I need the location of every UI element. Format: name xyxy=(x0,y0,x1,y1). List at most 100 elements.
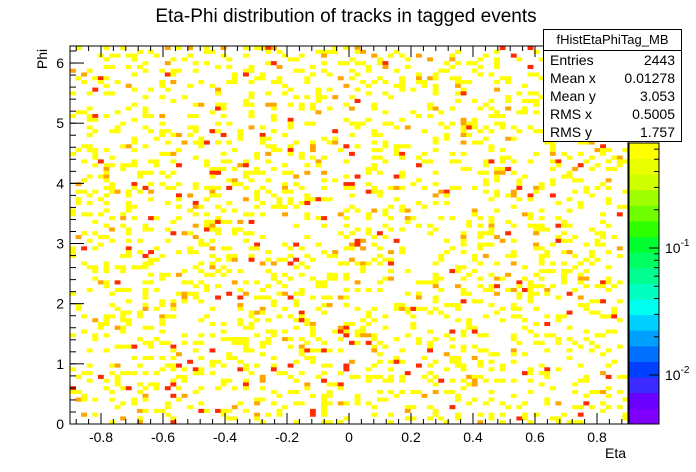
heatmap-cell xyxy=(600,148,606,153)
palette-band xyxy=(629,189,659,206)
heatmap-cell xyxy=(259,72,266,77)
heatmap-cell xyxy=(499,76,506,81)
heatmap-cell xyxy=(427,378,433,383)
heatmap-cell xyxy=(349,340,355,345)
heatmap-cell xyxy=(142,68,149,73)
heatmap-cell xyxy=(209,83,216,88)
heatmap-cell xyxy=(371,208,378,213)
heatmap-cell xyxy=(170,219,177,224)
heatmap-cell xyxy=(287,87,294,92)
heatmap-cell xyxy=(209,193,216,198)
heatmap-cell xyxy=(209,265,216,270)
heatmap-cell xyxy=(488,231,495,236)
heatmap-cell xyxy=(332,272,339,277)
heatmap-cell xyxy=(103,64,110,69)
heatmap-cell xyxy=(477,333,484,338)
heatmap-cell xyxy=(427,231,433,236)
heatmap-cell xyxy=(86,212,93,217)
heatmap-cell xyxy=(438,416,445,421)
heatmap-cell xyxy=(159,367,166,372)
heatmap-cell xyxy=(242,72,249,77)
heatmap-cell xyxy=(125,344,132,349)
heatmap-cell xyxy=(443,303,450,308)
heatmap-cell xyxy=(432,227,439,232)
heatmap-cell xyxy=(343,144,350,149)
heatmap-cell xyxy=(270,276,277,281)
heatmap-cell xyxy=(499,401,506,406)
heatmap-cell xyxy=(572,189,579,194)
heatmap-cell xyxy=(125,246,132,251)
heatmap-cell xyxy=(466,166,473,172)
heatmap-cell xyxy=(466,121,473,126)
heatmap-cell xyxy=(248,321,255,327)
heatmap-cell xyxy=(622,416,629,421)
heatmap-cell xyxy=(103,185,110,190)
heatmap-cell xyxy=(382,159,389,164)
heatmap-cell xyxy=(226,178,233,183)
heatmap-cell xyxy=(337,386,344,391)
heatmap-cell xyxy=(326,401,333,406)
heatmap-cell xyxy=(332,136,339,141)
heatmap-cell xyxy=(192,223,199,228)
heatmap-cell xyxy=(583,257,590,262)
heatmap-cell xyxy=(282,53,288,58)
heatmap-cell xyxy=(103,200,110,206)
heatmap-cell xyxy=(92,163,99,168)
heatmap-cell xyxy=(555,295,562,300)
heatmap-cell xyxy=(242,68,249,73)
heatmap-cell xyxy=(131,159,138,164)
heatmap-cell xyxy=(231,355,238,361)
heatmap-cell xyxy=(421,185,428,190)
heatmap-cell xyxy=(159,329,166,334)
stats-rms-y-label: RMS y xyxy=(550,124,592,140)
heatmap-cell xyxy=(499,114,506,119)
heatmap-cell xyxy=(421,129,428,134)
heatmap-cell xyxy=(231,72,238,77)
heatmap-cell xyxy=(382,344,389,349)
heatmap-cell xyxy=(499,159,506,164)
heatmap-cell xyxy=(499,306,506,311)
heatmap-cell xyxy=(287,389,294,395)
heatmap-cell xyxy=(170,57,177,62)
heatmap-cell xyxy=(427,340,433,345)
heatmap-cell xyxy=(432,408,439,413)
heatmap-cell xyxy=(136,250,143,255)
heatmap-cell xyxy=(404,408,411,413)
heatmap-cell xyxy=(265,49,272,54)
heatmap-cell xyxy=(142,95,149,100)
heatmap-cell xyxy=(449,329,456,334)
heatmap-cell xyxy=(237,303,244,308)
heatmap-cell xyxy=(192,265,199,270)
heatmap-cell xyxy=(321,280,327,285)
heatmap-cell xyxy=(510,170,517,175)
heatmap-cell xyxy=(505,98,512,103)
heatmap-cell xyxy=(254,416,261,421)
heatmap-cell xyxy=(605,287,612,292)
heatmap-cell xyxy=(360,325,367,330)
heatmap-cell xyxy=(343,61,350,66)
heatmap-cell xyxy=(510,53,517,58)
heatmap-cell xyxy=(354,174,361,179)
heatmap-cell xyxy=(365,287,372,292)
heatmap-cell xyxy=(181,333,188,338)
heatmap-cell xyxy=(388,359,394,364)
heatmap-cell xyxy=(248,212,255,217)
heatmap-cell xyxy=(583,374,590,379)
heatmap-cell xyxy=(382,61,389,66)
heatmap-cell xyxy=(527,287,534,292)
heatmap-cell xyxy=(287,189,294,194)
heatmap-cell xyxy=(304,163,311,168)
heatmap-cell xyxy=(488,72,495,77)
x-tick-label: -0.6 xyxy=(151,429,175,445)
heatmap-cell xyxy=(259,200,266,206)
heatmap-cell xyxy=(544,227,551,232)
heatmap-cell xyxy=(455,412,461,417)
heatmap-cell xyxy=(198,242,205,247)
heatmap-cell xyxy=(321,408,327,413)
heatmap-cell xyxy=(365,182,372,187)
heatmap-cell xyxy=(460,333,467,338)
heatmap-cell xyxy=(337,382,344,387)
heatmap-cell xyxy=(421,306,428,311)
heatmap-cell xyxy=(561,412,567,417)
heatmap-cell xyxy=(388,389,394,395)
